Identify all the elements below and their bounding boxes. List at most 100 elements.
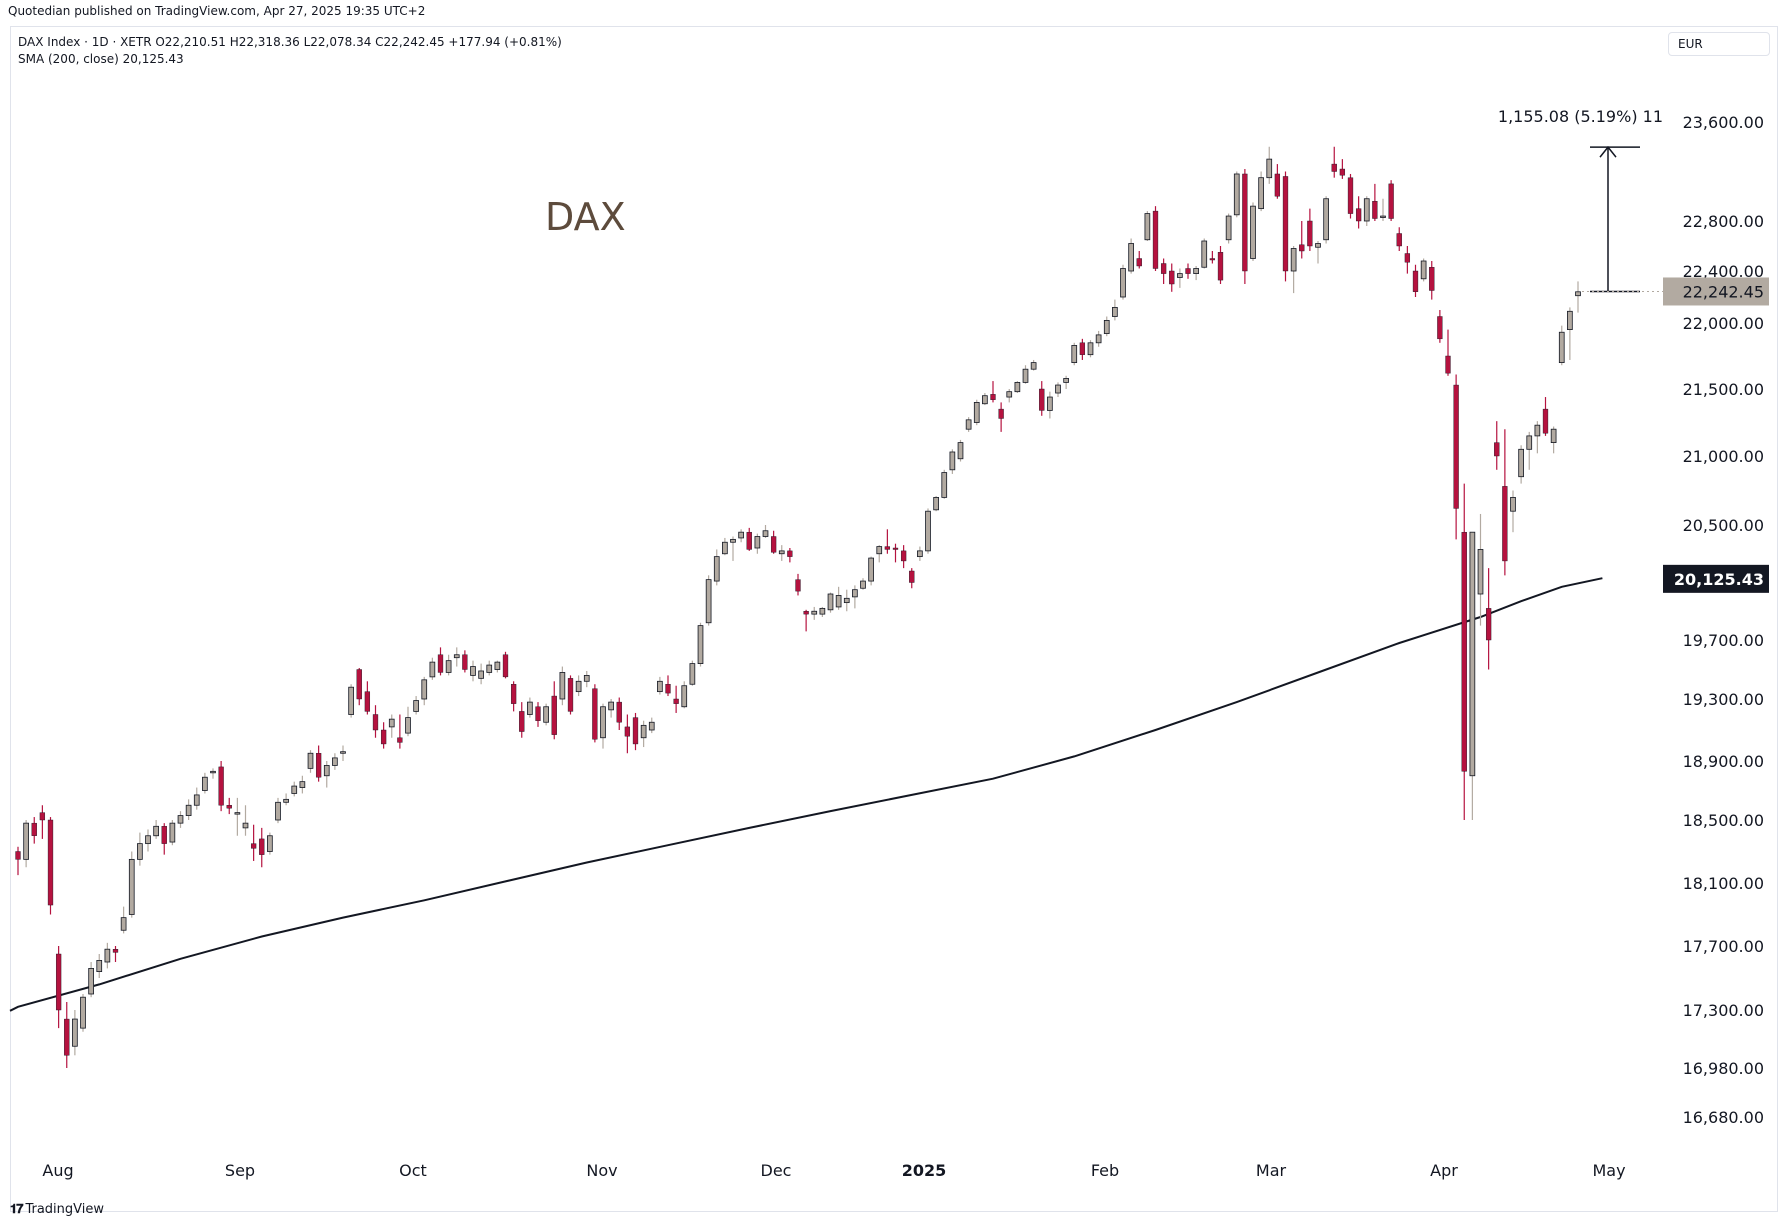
candle-body — [437, 654, 444, 673]
candle — [1575, 281, 1581, 313]
candle-body — [1266, 158, 1273, 179]
candle — [169, 820, 176, 846]
candle — [982, 393, 988, 406]
candle — [405, 706, 411, 737]
candle — [608, 699, 614, 718]
candle-body — [104, 948, 111, 963]
y-tick-label: 22,800.00 — [1683, 212, 1764, 231]
candle-body — [624, 726, 631, 737]
candle-body — [510, 684, 517, 704]
candle — [1014, 381, 1021, 394]
candle-body — [868, 557, 874, 582]
candle — [1550, 426, 1557, 454]
candle — [600, 703, 606, 749]
candle — [177, 811, 184, 828]
candle — [453, 647, 460, 667]
candle-body — [957, 442, 964, 460]
x-tick-label: Sep — [225, 1161, 255, 1180]
candle-body — [1014, 381, 1021, 393]
candle-body — [1177, 273, 1183, 278]
candle-body — [1193, 268, 1199, 274]
candle — [998, 402, 1004, 432]
candle — [1282, 171, 1289, 282]
candle — [372, 705, 379, 738]
candle-body — [80, 996, 86, 1029]
candle-body — [1323, 198, 1329, 241]
candle-body — [364, 691, 371, 712]
candle-body — [1201, 240, 1208, 268]
candle — [860, 578, 866, 590]
candle — [470, 660, 476, 682]
candle-body — [746, 531, 752, 550]
candle — [1372, 183, 1378, 221]
candle-body — [96, 960, 103, 973]
x-tick-label: May — [1592, 1161, 1625, 1180]
candle-body — [202, 776, 208, 791]
candle — [592, 684, 598, 743]
candle — [843, 589, 850, 612]
candle-body — [852, 589, 858, 598]
candle-body — [259, 838, 265, 855]
candle — [1453, 374, 1459, 540]
candle-body — [1355, 208, 1362, 222]
candle-body — [965, 419, 972, 430]
candle — [39, 805, 46, 839]
measure-label: 1,155.08 (5.19%) 11 — [1498, 107, 1663, 126]
candle — [811, 606, 818, 620]
candle-body — [283, 798, 289, 803]
candle — [795, 573, 801, 596]
candle — [202, 772, 208, 794]
candle-body — [88, 968, 94, 995]
candle-body — [1055, 384, 1061, 394]
candle-body — [413, 700, 419, 712]
candle — [519, 702, 525, 738]
candle-body — [39, 812, 46, 821]
candle — [1363, 196, 1370, 226]
candle-body — [250, 843, 257, 849]
candle-body — [307, 752, 314, 769]
candle — [15, 846, 21, 876]
candle — [681, 681, 688, 709]
candle — [1510, 490, 1516, 533]
y-tick-label: 23,600.00 — [1683, 113, 1764, 132]
candle — [1347, 173, 1354, 219]
y-tick-label: 21,000.00 — [1683, 447, 1764, 466]
overlay-layer: 1,155.08 (5.19%) 11 22,242.45 20,125.43 — [1498, 107, 1769, 593]
candle-body — [1185, 268, 1191, 274]
y-axis: 23,600.00 22,800.00 22,400.00 22,000.00 21,5… — [1683, 113, 1764, 1127]
candle — [112, 946, 119, 962]
candle-body — [1429, 267, 1435, 291]
candle-body — [519, 711, 525, 732]
candle — [1299, 221, 1305, 259]
measure-tool[interactable] — [1590, 145, 1640, 293]
candle-body — [795, 579, 801, 592]
candle — [965, 417, 972, 432]
candle — [852, 585, 858, 609]
candle — [689, 660, 696, 686]
candle — [1233, 171, 1240, 218]
candle-body — [1103, 319, 1110, 334]
candle-body — [177, 815, 184, 824]
candle-body — [738, 531, 744, 539]
candle-body — [275, 801, 281, 821]
candle — [259, 827, 265, 868]
candle — [900, 545, 907, 569]
candle — [868, 556, 874, 586]
candle — [226, 797, 232, 815]
candle — [1323, 196, 1329, 244]
candle-body — [421, 679, 428, 700]
candle-body — [1526, 435, 1533, 450]
candle — [1412, 264, 1419, 297]
candle — [55, 946, 62, 1029]
candle-body — [1331, 163, 1337, 172]
candle-body — [234, 812, 241, 815]
candle — [23, 820, 29, 868]
currency-selector[interactable]: EUR — [1668, 32, 1770, 56]
candle-body — [900, 550, 907, 562]
candle — [96, 954, 103, 978]
candle-body — [169, 822, 176, 843]
tradingview-logo-icon: 𝟏𝟕 — [10, 1202, 24, 1217]
candle — [1022, 365, 1029, 384]
y-tick-label: 18,100.00 — [1683, 874, 1764, 893]
